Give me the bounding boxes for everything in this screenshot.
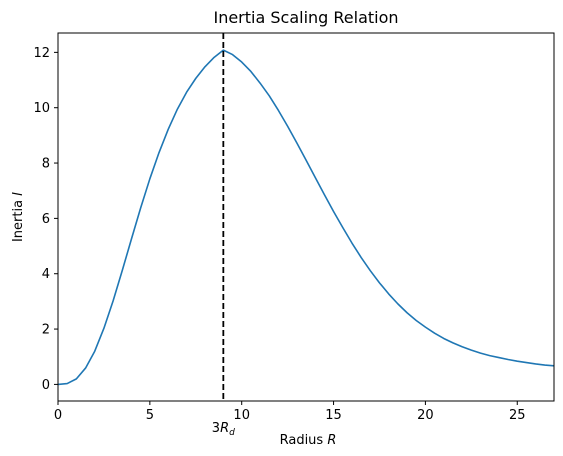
x-axis-label-variable: R bbox=[327, 433, 336, 448]
vline-annotation-label: 3Rd bbox=[212, 421, 235, 438]
x-tick-label: 20 bbox=[417, 408, 434, 423]
y-tick-label: 8 bbox=[42, 157, 50, 172]
plot-area bbox=[58, 33, 554, 401]
vline-label-coefficient: 3 bbox=[212, 421, 220, 436]
y-axis-ticks: 0 2 4 6 8 10 12 bbox=[33, 46, 58, 393]
y-tick-label: 0 bbox=[42, 378, 50, 393]
y-tick-label: 2 bbox=[42, 323, 50, 338]
y-axis-label-variable: I bbox=[11, 192, 26, 196]
vline-label-variable: R bbox=[220, 421, 229, 436]
x-tick-label: 25 bbox=[509, 408, 526, 423]
y-axis-label: Inertia I bbox=[11, 192, 26, 242]
x-axis-label-text: Radius bbox=[280, 433, 328, 448]
plot-frame bbox=[57, 32, 555, 402]
x-axis-label: Radius R bbox=[280, 433, 337, 448]
x-tick-label: 0 bbox=[54, 408, 62, 423]
series-line-0 bbox=[58, 49, 554, 386]
y-tick-label: 12 bbox=[33, 46, 50, 61]
y-tick-label: 10 bbox=[33, 101, 50, 116]
y-axis-label-text: Inertia bbox=[11, 196, 26, 242]
vline-label-subscript: d bbox=[229, 428, 235, 438]
y-tick-label: 4 bbox=[42, 267, 50, 282]
x-tick-label: 5 bbox=[146, 408, 154, 423]
y-tick-label: 6 bbox=[42, 212, 50, 227]
x-tick-label: 15 bbox=[325, 408, 342, 423]
x-tick-label: 10 bbox=[233, 408, 250, 423]
x-axis-ticks: 0 5 10 15 20 25 bbox=[54, 401, 526, 423]
chart-title: Inertia Scaling Relation bbox=[213, 8, 398, 27]
